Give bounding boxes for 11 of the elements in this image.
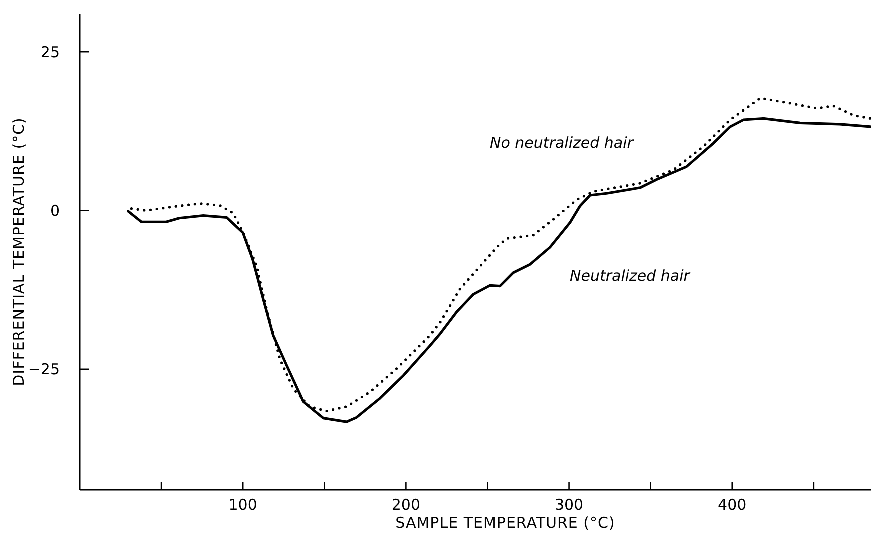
y-tick-label: 25 bbox=[40, 43, 60, 62]
x-tick-label: 300 bbox=[554, 496, 584, 514]
x-tick-label: 100 bbox=[228, 496, 258, 514]
series-label: Neutralized hair bbox=[570, 267, 691, 285]
x-axis-title: SAMPLE TEMPERATURE (°C) bbox=[396, 514, 616, 532]
y-tick-label: −25 bbox=[28, 360, 60, 379]
x-tick-label: 400 bbox=[718, 496, 747, 514]
y-axis-title: DIFFERENTIAL TEMPERATURE (°C) bbox=[10, 118, 28, 386]
x-tick-label: 200 bbox=[392, 496, 421, 514]
text: No neutralized hair bbox=[490, 134, 634, 152]
y-tick-label: 0 bbox=[50, 202, 60, 220]
